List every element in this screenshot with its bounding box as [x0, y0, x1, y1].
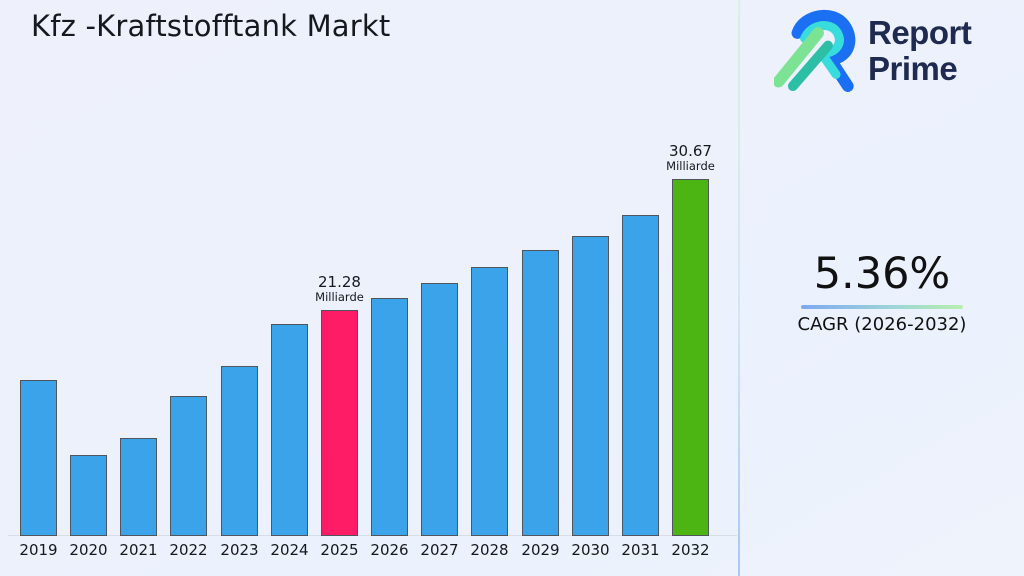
x-axis-label-2019: 2019: [19, 541, 58, 559]
x-axis-label-2022: 2022: [169, 541, 208, 559]
value-label-unit: Milliarde: [315, 290, 364, 304]
cagr-label: CAGR (2026-2032): [797, 314, 967, 336]
x-axis-label-2032: 2032: [671, 541, 710, 559]
cagr-value: 5.36%: [813, 249, 951, 299]
x-axis-label-2025: 2025: [320, 541, 359, 559]
x-axis-label-2031: 2031: [621, 541, 660, 559]
value-label-number: 30.67: [669, 142, 712, 160]
bar-plot: 2019 2020 2021 2022 2023 2024 2025 2026 2027 2028…: [8, 142, 737, 559]
bar-2025: [321, 310, 358, 536]
bar-2021: [120, 438, 157, 536]
bar-2032: [672, 179, 709, 536]
value-label-2025: 21.28 Milliarde: [315, 273, 364, 305]
x-axis-label-2023: 2023: [220, 541, 259, 559]
bar-2020: [70, 455, 107, 536]
chart-title: Kfz -Kraftstofftank Markt: [31, 9, 391, 43]
x-axis-label-2030: 2030: [571, 541, 610, 559]
value-label-number: 21.28: [318, 273, 361, 291]
reportprime-logo-text: Report Prime: [868, 14, 972, 87]
bar-2030: [572, 236, 609, 536]
x-axis-label-2020: 2020: [69, 541, 108, 559]
x-axis-label-2024: 2024: [270, 541, 309, 559]
bar-2023: [221, 366, 258, 536]
logo-word-report: Report: [868, 14, 972, 51]
bar-2024: [271, 324, 308, 536]
bar-2031: [622, 215, 659, 536]
bar-2022: [170, 396, 207, 536]
x-axis-label-2027: 2027: [420, 541, 459, 559]
value-label-2032: 30.67 Milliarde: [666, 142, 715, 174]
value-label-unit: Milliarde: [666, 159, 715, 173]
x-axis-label-2029: 2029: [521, 541, 560, 559]
bar-2026: [371, 298, 408, 536]
bar-2019: [20, 380, 57, 536]
bar-2028: [471, 267, 508, 536]
reportprime-logo-icon: [774, 9, 856, 92]
reportprime-logo: Report Prime: [774, 6, 972, 96]
bar-2027: [421, 283, 458, 536]
x-axis-label-2026: 2026: [370, 541, 409, 559]
panel-divider: [738, 0, 740, 576]
bar-2029: [522, 250, 559, 536]
x-axis-label-2021: 2021: [119, 541, 158, 559]
cagr-block: 5.36% CAGR (2026-2032): [740, 249, 1024, 336]
cagr-underline: [801, 305, 963, 310]
x-axis-label-2028: 2028: [470, 541, 509, 559]
logo-word-prime: Prime: [868, 50, 958, 87]
